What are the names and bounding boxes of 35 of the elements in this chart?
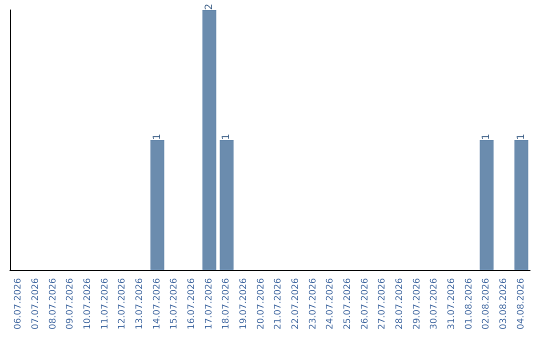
x-tick-label: 18.07.2026 <box>222 278 232 330</box>
x-tick-label: 23.07.2026 <box>308 278 318 330</box>
x-tick-label: 08.07.2026 <box>48 278 58 330</box>
x-tick-label: 02.08.2026 <box>482 278 492 330</box>
x-tick-label: 20.07.2026 <box>256 278 266 330</box>
x-tick-label: 16.07.2026 <box>187 278 197 330</box>
x-tick-label: 30.07.2026 <box>430 278 440 330</box>
x-tick-label: 19.07.2026 <box>239 278 249 330</box>
x-tick-label: 21.07.2026 <box>274 278 284 330</box>
x-tick-label: 28.07.2026 <box>395 278 405 330</box>
x-tick-label: 10.07.2026 <box>83 278 93 330</box>
x-tick-label: 01.08.2026 <box>464 278 474 330</box>
x-tick-label: 04.08.2026 <box>516 278 526 330</box>
data-label: 1 <box>221 134 232 140</box>
x-tick-label: 15.07.2026 <box>170 278 180 330</box>
x-tick-label: 31.07.2026 <box>447 278 457 330</box>
x-tick-label: 03.08.2026 <box>499 278 509 330</box>
x-tick-label: 11.07.2026 <box>100 278 110 330</box>
data-label: 1 <box>152 134 163 140</box>
x-tick-label: 24.07.2026 <box>326 278 336 330</box>
x-tick-label: 26.07.2026 <box>360 278 370 330</box>
data-label: 1 <box>481 134 492 140</box>
x-tick-label: 29.07.2026 <box>412 278 422 330</box>
x-tick-label: 25.07.2026 <box>343 278 353 330</box>
x-tick-label: 13.07.2026 <box>135 278 145 330</box>
x-tick-label: 09.07.2026 <box>66 278 76 330</box>
data-label: 2 <box>204 4 215 10</box>
x-tick-label: 06.07.2026 <box>14 278 24 330</box>
data-label: 1 <box>516 134 527 140</box>
x-tick-label: 27.07.2026 <box>378 278 388 330</box>
x-tick-label: 17.07.2026 <box>204 278 214 330</box>
x-tick-label: 07.07.2026 <box>31 278 41 330</box>
x-tick-label: 12.07.2026 <box>118 278 128 330</box>
x-tick-label: 14.07.2026 <box>152 278 162 330</box>
x-tick-label: 22.07.2026 <box>291 278 301 330</box>
